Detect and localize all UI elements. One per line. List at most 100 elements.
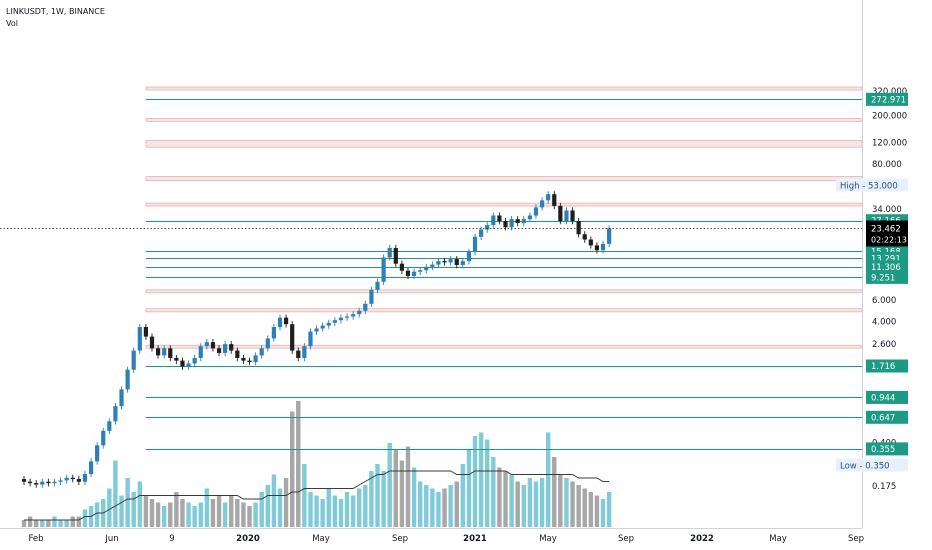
time-tick-label: 2021 xyxy=(463,534,487,544)
volume-bar xyxy=(454,481,459,527)
candle-body xyxy=(168,348,173,358)
candle-body xyxy=(82,474,88,482)
volume-bar xyxy=(472,436,478,527)
candle-body xyxy=(424,266,429,271)
candle-body xyxy=(552,194,557,206)
candle-body xyxy=(533,207,539,216)
volume-bar xyxy=(570,481,575,527)
volume-bar xyxy=(485,439,490,527)
candle-body xyxy=(101,430,106,446)
candle-body xyxy=(399,263,404,271)
volume-bar xyxy=(533,481,539,527)
volume-bar xyxy=(411,467,417,527)
candle-body xyxy=(332,320,337,323)
volume-bar xyxy=(539,478,545,527)
candle-body xyxy=(192,357,197,364)
candle-body xyxy=(247,360,252,363)
candle-body xyxy=(357,310,362,315)
volume-bar xyxy=(521,485,526,527)
candle-body xyxy=(527,215,532,220)
candle-body xyxy=(88,461,94,475)
candle-body xyxy=(411,271,417,276)
candle-body xyxy=(52,481,57,484)
candle-body xyxy=(539,200,545,208)
candle-body xyxy=(210,342,216,349)
level-label: 11.306 xyxy=(871,263,901,273)
candle-body xyxy=(448,259,453,263)
volume-bar xyxy=(58,520,63,527)
candle-body xyxy=(564,210,569,222)
level-label-bg xyxy=(866,410,908,424)
volume-bar xyxy=(491,457,496,527)
candle-body xyxy=(497,215,502,222)
volume-bar xyxy=(277,488,283,527)
volume-bar xyxy=(357,488,362,527)
candle-body xyxy=(125,369,130,390)
time-tick-label: Sep xyxy=(848,534,864,544)
price-tick-label: 0.175 xyxy=(872,482,896,492)
volume-bar xyxy=(52,516,57,527)
candle-body xyxy=(485,225,490,230)
candle-body xyxy=(119,389,124,407)
volume-bar xyxy=(350,495,356,527)
volume-bar xyxy=(405,446,411,527)
candle-body xyxy=(302,346,307,358)
volume-bar xyxy=(119,495,124,527)
candle-body xyxy=(235,350,240,358)
volume-bar xyxy=(265,485,270,527)
candle-body xyxy=(570,210,575,222)
candle-body xyxy=(326,322,331,326)
volume-bar xyxy=(40,520,45,527)
time-tick-label: 2020 xyxy=(236,534,260,544)
candle-body xyxy=(375,281,380,290)
candle-body xyxy=(180,360,185,367)
level-label: 0.647 xyxy=(871,413,895,423)
volume-bar xyxy=(161,506,167,527)
candle-body xyxy=(430,264,435,267)
volume-bar xyxy=(600,499,606,527)
price-tick-label: 200.000 xyxy=(872,112,907,122)
candle-body xyxy=(607,228,612,244)
volume-bar xyxy=(424,485,429,527)
level-label: 0.355 xyxy=(871,445,895,455)
price-tick-label: 4.000 xyxy=(872,317,896,327)
chart-title: LINKUSDT, 1W, BINANCE xyxy=(6,7,105,16)
volume-bar xyxy=(545,432,551,527)
volume-bar xyxy=(21,520,27,527)
candle-body xyxy=(137,327,142,351)
candle-body xyxy=(143,327,148,337)
volume-bar xyxy=(222,502,228,527)
volume-bar xyxy=(594,495,600,527)
candle-body xyxy=(588,239,593,246)
candle-body xyxy=(58,480,63,482)
volume-bar xyxy=(527,478,533,527)
candle-body xyxy=(259,348,264,356)
price-tick-label: 6.000 xyxy=(872,296,896,306)
level-label: 1.716 xyxy=(871,362,895,372)
low-marker: Low - 0.350 xyxy=(840,462,890,472)
candle-body xyxy=(95,445,100,462)
candle-body xyxy=(363,303,368,311)
candle-body xyxy=(265,338,270,349)
candle-body xyxy=(70,477,75,480)
time-tick-label: Jun xyxy=(104,534,118,544)
volume-bar xyxy=(82,509,88,527)
volume-bar xyxy=(515,481,520,527)
volume-bar xyxy=(381,471,386,527)
time-tick-label: May xyxy=(769,534,787,544)
volume-bar xyxy=(125,478,130,527)
volume-bar xyxy=(564,478,569,527)
volume-bar xyxy=(478,432,484,527)
candle-body xyxy=(320,325,325,329)
candle-body xyxy=(277,317,283,328)
volume-bar xyxy=(387,443,392,527)
candle-body xyxy=(442,261,447,263)
resistance-zone xyxy=(145,289,863,294)
candle-body xyxy=(229,344,234,351)
time-tick-label: 9 xyxy=(169,534,174,544)
volume-bar xyxy=(229,495,234,527)
volume-bar xyxy=(46,520,51,527)
candle-body xyxy=(576,221,581,235)
candle-body xyxy=(314,328,319,332)
